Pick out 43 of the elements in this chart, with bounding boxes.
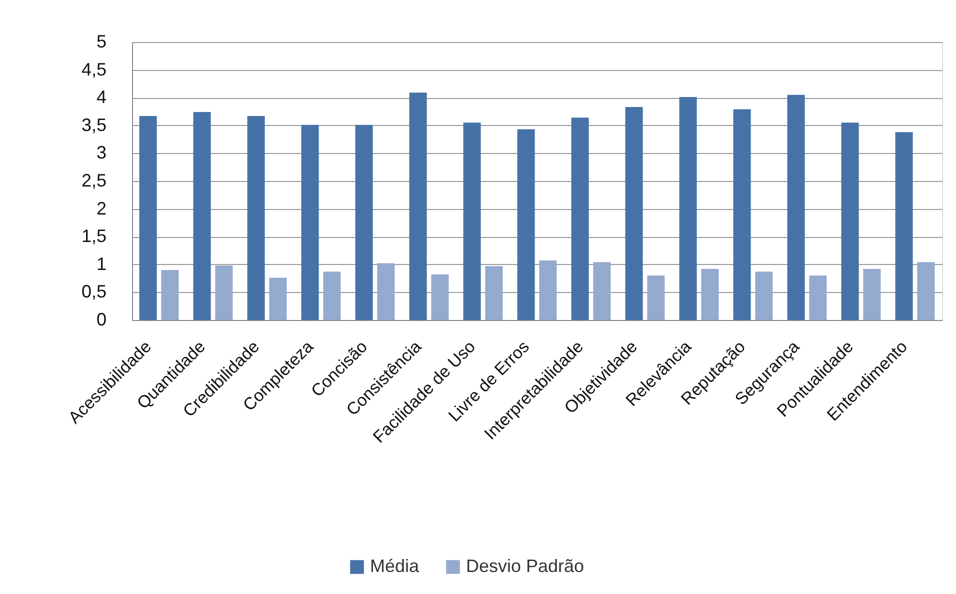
bar xyxy=(139,116,157,320)
bar xyxy=(193,112,211,320)
bar xyxy=(301,124,319,320)
y-tick-label: 0,5 xyxy=(81,282,106,302)
y-tick-label: 4 xyxy=(96,87,106,108)
bar xyxy=(215,266,233,320)
bar xyxy=(755,272,773,320)
bar xyxy=(431,274,449,320)
bar xyxy=(841,122,859,320)
bar xyxy=(463,122,481,320)
bar xyxy=(647,276,665,320)
y-tick-label: 3,5 xyxy=(81,114,106,135)
bar xyxy=(517,129,535,320)
y-tick-label: 1 xyxy=(96,254,106,274)
bar xyxy=(733,109,751,320)
bar xyxy=(269,278,287,320)
bar xyxy=(863,268,881,320)
y-tick-label: 2 xyxy=(96,198,106,218)
bar xyxy=(701,268,719,320)
y-tick-label: 4,5 xyxy=(81,59,106,80)
bar xyxy=(809,276,827,320)
y-tick-label: 1,5 xyxy=(81,226,106,246)
legend-label: Média xyxy=(370,556,420,576)
bar xyxy=(161,270,179,320)
bar xyxy=(571,118,589,320)
bar xyxy=(787,94,805,320)
bar xyxy=(679,97,697,320)
bar xyxy=(377,263,395,320)
y-tick-label: 2,5 xyxy=(81,170,106,190)
bar xyxy=(409,92,427,320)
bar xyxy=(625,107,643,320)
y-tick-label: 3 xyxy=(96,142,106,163)
legend-label: Desvio Padrão xyxy=(466,556,584,576)
bar xyxy=(593,262,611,320)
bar xyxy=(895,132,913,320)
y-tick-label: 5 xyxy=(96,32,106,52)
bar xyxy=(247,116,265,320)
y-tick-label: 0 xyxy=(96,310,106,330)
bar xyxy=(917,262,935,320)
bar xyxy=(355,124,373,320)
bar xyxy=(485,266,503,320)
bar xyxy=(539,260,557,320)
bar xyxy=(323,272,341,320)
